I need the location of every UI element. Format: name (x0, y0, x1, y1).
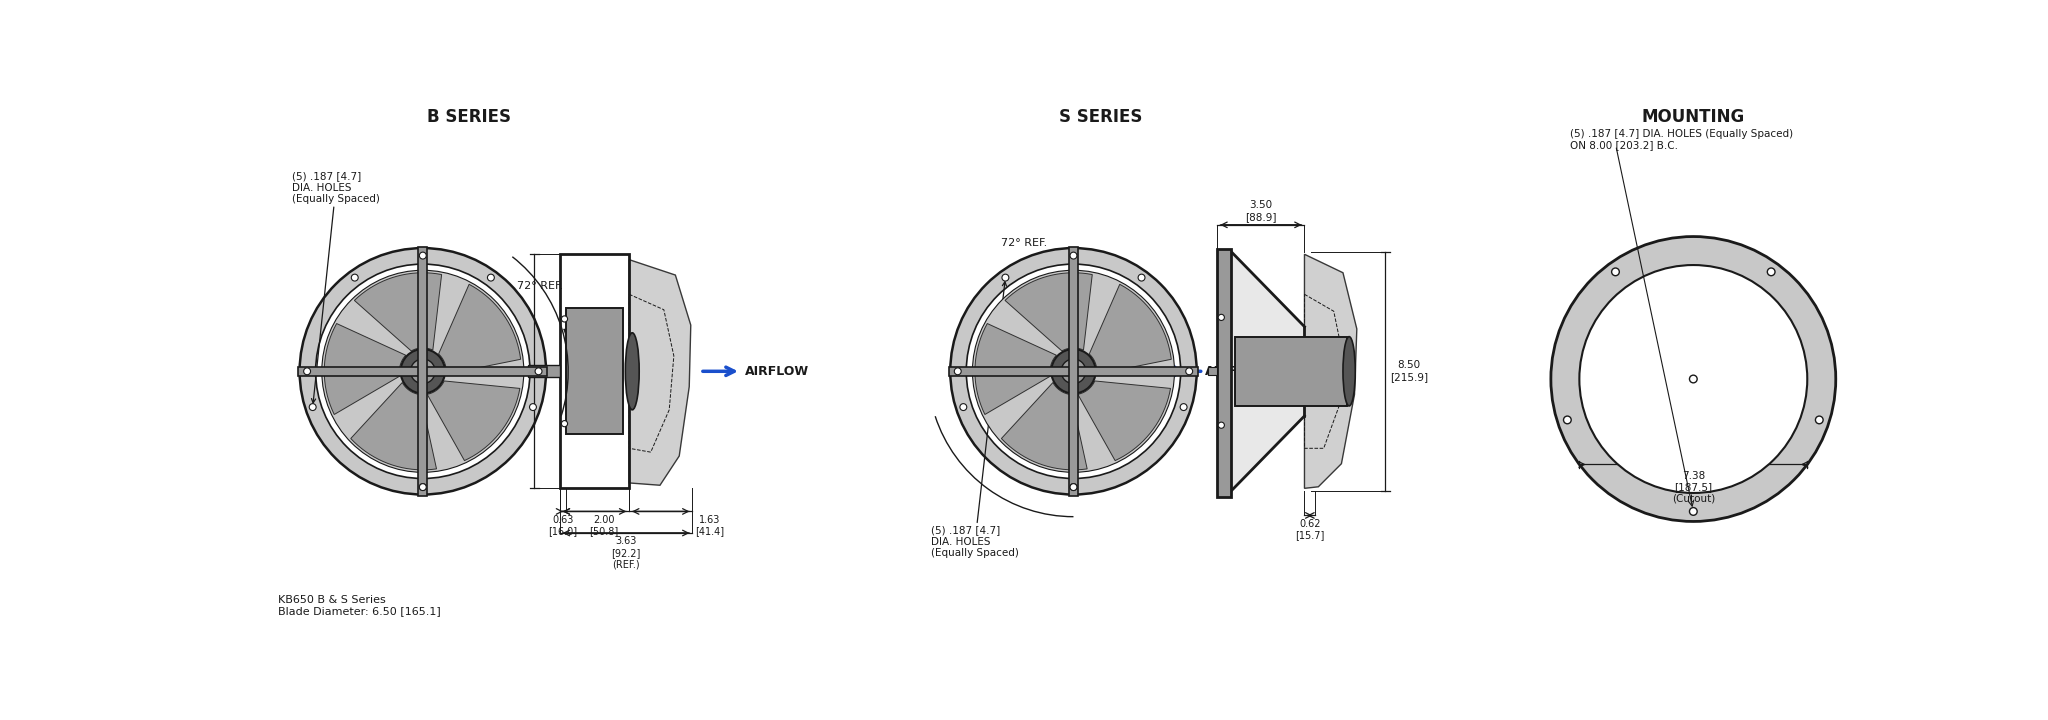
Polygon shape (1006, 273, 1092, 351)
Circle shape (299, 248, 547, 495)
Circle shape (1051, 349, 1096, 393)
Bar (299, 366, 547, 376)
Text: AIRFLOW: AIRFLOW (745, 365, 809, 378)
Ellipse shape (1343, 337, 1356, 406)
Polygon shape (350, 382, 436, 470)
Circle shape (309, 404, 315, 410)
Circle shape (420, 484, 426, 490)
Circle shape (1690, 375, 1698, 383)
Bar (1069, 247, 1077, 496)
Bar (1208, 367, 1217, 375)
Circle shape (315, 264, 530, 479)
Circle shape (410, 359, 434, 384)
Polygon shape (1305, 254, 1358, 488)
Circle shape (561, 420, 567, 427)
Polygon shape (1231, 252, 1305, 491)
Text: 0.62
[15.7]: 0.62 [15.7] (1294, 518, 1325, 540)
Circle shape (420, 484, 426, 490)
Polygon shape (428, 381, 520, 461)
Text: (5) .187 [4.7]
DIA. HOLES
(Equally Spaced): (5) .187 [4.7] DIA. HOLES (Equally Space… (293, 171, 379, 403)
Circle shape (1579, 265, 1806, 493)
Text: 2.00
[50.8]: 2.00 [50.8] (590, 515, 618, 536)
Text: (5) .187 [4.7] DIA. HOLES (Equally Spaced)
ON 8.00 [203.2] B.C.: (5) .187 [4.7] DIA. HOLES (Equally Space… (1571, 129, 1794, 150)
Text: 1.63
[41.4]: 1.63 [41.4] (696, 515, 725, 536)
Text: 72° REF.: 72° REF. (518, 282, 563, 292)
Circle shape (1612, 268, 1620, 276)
Circle shape (973, 270, 1174, 472)
Circle shape (1219, 422, 1225, 428)
Text: AIRFLOW: AIRFLOW (1204, 365, 1270, 378)
Circle shape (967, 264, 1180, 479)
Circle shape (1550, 237, 1835, 521)
Text: 3.63
[92.2]
(REF.): 3.63 [92.2] (REF.) (612, 536, 641, 570)
Circle shape (561, 316, 567, 322)
Polygon shape (629, 260, 690, 485)
Polygon shape (975, 323, 1057, 415)
Polygon shape (1090, 284, 1171, 374)
Circle shape (950, 248, 1196, 495)
Bar (1217, 249, 1231, 498)
Bar (565, 308, 623, 434)
Circle shape (954, 368, 961, 374)
Circle shape (303, 368, 311, 374)
Circle shape (1186, 368, 1192, 374)
Text: 72° REF.: 72° REF. (1001, 238, 1047, 248)
Circle shape (961, 404, 967, 410)
Circle shape (1001, 274, 1010, 281)
Circle shape (1061, 359, 1085, 384)
Bar (948, 366, 1198, 376)
Bar (528, 365, 559, 377)
Text: 8.50
[215.9]: 8.50 [215.9] (485, 361, 522, 382)
Circle shape (352, 274, 358, 281)
Bar (418, 247, 428, 496)
Text: 7.38
[187.5]
(Cutout): 7.38 [187.5] (Cutout) (1671, 471, 1714, 504)
Circle shape (420, 252, 426, 259)
Polygon shape (324, 323, 406, 415)
Polygon shape (1001, 382, 1087, 470)
Circle shape (530, 404, 537, 410)
Text: KB650 B & S Series
Blade Diameter: 6.50 [165.1]: KB650 B & S Series Blade Diameter: 6.50 … (279, 595, 440, 616)
Circle shape (535, 368, 543, 374)
Polygon shape (1077, 381, 1171, 461)
Text: (5) .187 [4.7]
DIA. HOLES
(Equally Spaced): (5) .187 [4.7] DIA. HOLES (Equally Space… (932, 282, 1020, 559)
Circle shape (1069, 484, 1077, 490)
Bar (1235, 337, 1348, 406)
Circle shape (1069, 252, 1077, 259)
Text: 0.63
[16.0]: 0.63 [16.0] (549, 515, 578, 536)
Circle shape (1563, 416, 1571, 424)
Circle shape (401, 349, 444, 393)
Text: S SERIES: S SERIES (1059, 108, 1143, 126)
Text: B SERIES: B SERIES (428, 108, 512, 126)
Polygon shape (438, 284, 520, 374)
Ellipse shape (625, 333, 639, 410)
Circle shape (1690, 508, 1698, 516)
Circle shape (1069, 484, 1077, 490)
Text: 3.50
[88.9]: 3.50 [88.9] (1245, 200, 1276, 222)
Circle shape (1139, 274, 1145, 281)
Circle shape (1767, 268, 1776, 276)
Bar (559, 254, 629, 488)
Text: 8.50
[215.9]: 8.50 [215.9] (1391, 361, 1427, 382)
Text: MOUNTING: MOUNTING (1642, 108, 1745, 126)
Polygon shape (354, 273, 442, 351)
Circle shape (487, 274, 494, 281)
Circle shape (322, 270, 524, 472)
Circle shape (1815, 416, 1823, 424)
Circle shape (1180, 404, 1188, 410)
Circle shape (1219, 315, 1225, 320)
